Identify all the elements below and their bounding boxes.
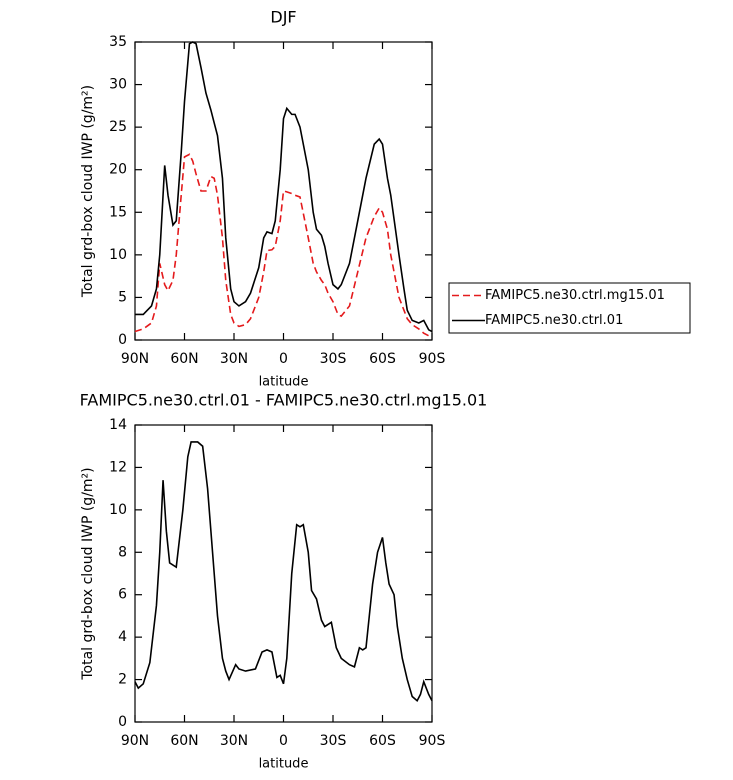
- chart-title: DJF: [270, 8, 296, 27]
- legend-box: [448, 282, 691, 334]
- x-tick-label: 30N: [220, 351, 248, 367]
- y-tick-label: 10: [109, 502, 127, 518]
- y-tick-label: 14: [109, 417, 127, 433]
- x-tick-label: 90N: [121, 733, 149, 749]
- y-tick-label: 10: [109, 247, 127, 263]
- legend-label: FAMIPC5.ne30.ctrl.01: [485, 313, 623, 328]
- y-tick-label: 30: [109, 77, 127, 93]
- y-axis-label: Total grd-box cloud IWP (g/m²): [80, 85, 96, 298]
- x-tick-label: 30N: [220, 733, 248, 749]
- data-line: [134, 441, 433, 703]
- x-tick-label: 90S: [419, 351, 446, 367]
- y-axis-label: Total grd-box cloud IWP (g/m²): [80, 467, 96, 680]
- x-tick-label: 90N: [121, 351, 149, 367]
- x-tick-label: 0: [279, 351, 288, 367]
- x-tick-label: 60S: [369, 351, 396, 367]
- x-tick-label: 60N: [170, 733, 198, 749]
- data-line: [134, 153, 433, 338]
- y-tick-label: 8: [118, 544, 127, 560]
- y-tick-label: 12: [109, 459, 127, 475]
- x-tick-label: 30S: [320, 733, 347, 749]
- y-tick-label: 0: [118, 332, 127, 348]
- chart-title: FAMIPC5.ne30.ctrl.01 - FAMIPC5.ne30.ctrl…: [80, 391, 488, 410]
- y-tick-label: 4: [118, 629, 127, 645]
- x-tick-label: 60S: [369, 733, 396, 749]
- y-tick-label: 2: [118, 672, 127, 688]
- legend-label: FAMIPC5.ne30.ctrl.mg15.01: [485, 288, 665, 303]
- y-tick-label: 15: [109, 204, 127, 220]
- y-tick-label: 25: [109, 119, 127, 135]
- y-tick-label: 5: [118, 289, 127, 305]
- y-tick-label: 6: [118, 587, 127, 603]
- y-tick-label: 20: [109, 162, 127, 178]
- x-axis-label: latitude: [259, 375, 309, 390]
- x-tick-label: 90S: [419, 733, 446, 749]
- y-tick-label: 0: [118, 714, 127, 730]
- plot-frame: [134, 41, 433, 341]
- data-line: [135, 41, 433, 333]
- x-tick-label: 0: [279, 733, 288, 749]
- y-tick-label: 35: [109, 34, 127, 50]
- x-tick-label: 30S: [320, 351, 347, 367]
- x-axis-label: latitude: [259, 757, 309, 772]
- x-tick-label: 60N: [170, 351, 198, 367]
